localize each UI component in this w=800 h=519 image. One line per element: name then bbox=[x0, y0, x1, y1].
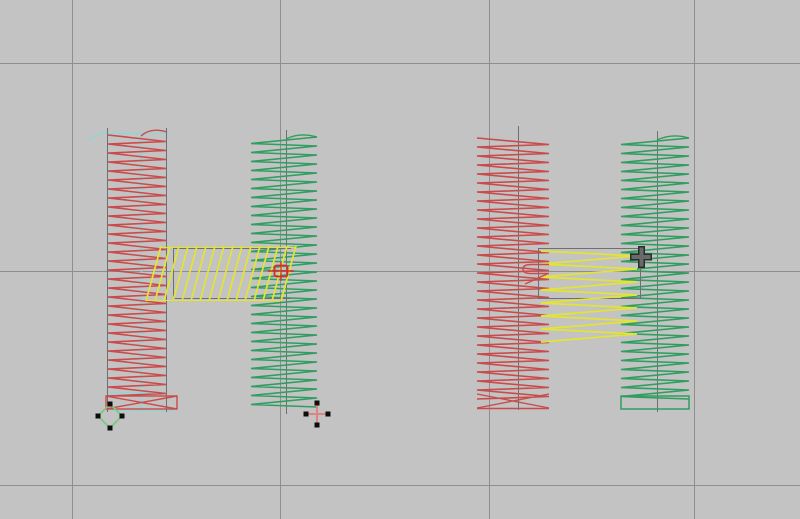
h-left-crossbar[interactable] bbox=[145, 245, 297, 302]
h-right-crossbar[interactable] bbox=[522, 248, 641, 343]
exit-point-handle[interactable] bbox=[303, 400, 331, 428]
entry-point-handle[interactable] bbox=[95, 401, 125, 431]
h-right-red-column[interactable] bbox=[476, 126, 550, 410]
h-left-green-column[interactable] bbox=[250, 130, 318, 414]
cursor-crosshair-icon bbox=[630, 246, 652, 268]
h-left-red-column[interactable] bbox=[105, 128, 178, 412]
stitch-point-marker[interactable] bbox=[268, 262, 294, 281]
